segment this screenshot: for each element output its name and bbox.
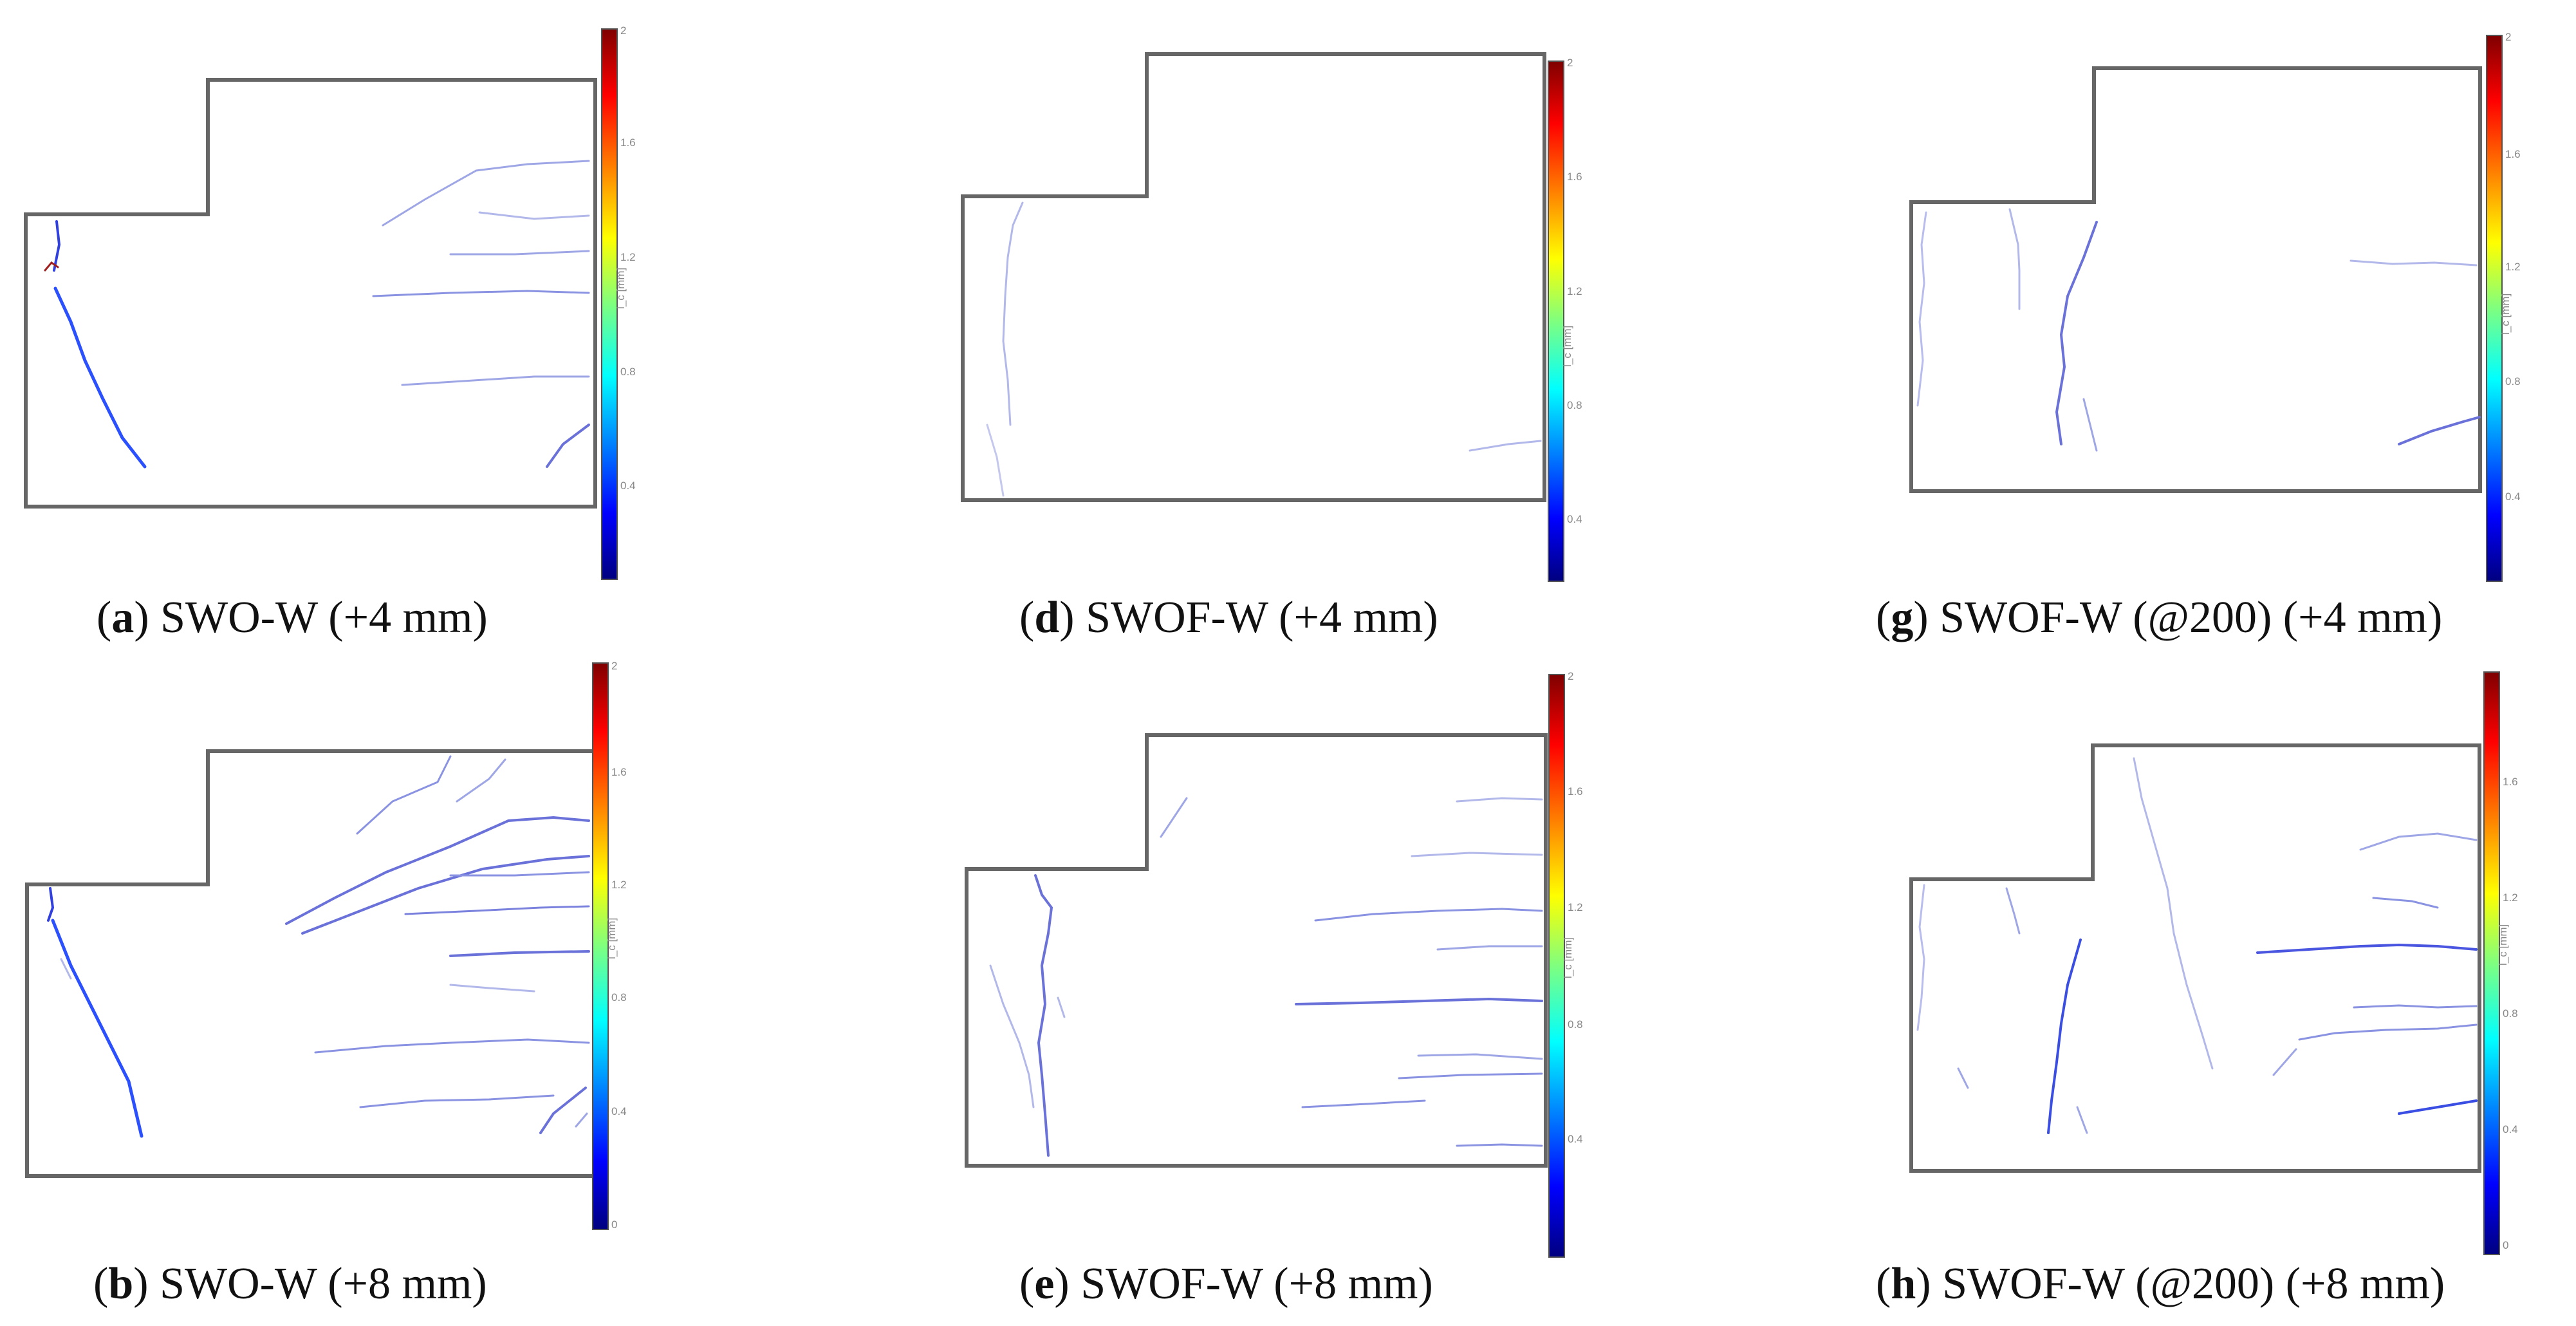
svg-text:1.2: 1.2	[1568, 901, 1583, 913]
panel-a: 2 1.6 1.2 0.8 0.4 l_c [mm] (a) SWO-W (+4…	[0, 0, 858, 663]
svg-text:l_c [mm]: l_c [mm]	[1562, 937, 1574, 978]
caption-d: (d) SWOF-W (+4 mm)	[1019, 593, 1438, 642]
svg-text:2: 2	[1567, 57, 1573, 69]
panel-d-drawing: 2 1.6 1.2 0.8 0.4 l_c [mm]	[961, 52, 1582, 582]
svg-text:1.6: 1.6	[2503, 776, 2518, 788]
svg-text:l_c [mm]: l_c [mm]	[1561, 326, 1573, 367]
svg-text:0: 0	[611, 1219, 617, 1231]
svg-text:1.6: 1.6	[1567, 171, 1582, 183]
svg-text:2: 2	[611, 660, 617, 672]
crack-pattern	[1916, 757, 2478, 1134]
wall-outline	[961, 52, 1546, 502]
svg-text:1.6: 1.6	[1568, 785, 1583, 798]
wall-outline	[965, 733, 1548, 1168]
colorbar-ticks: 2 1.6 1.2 0.8 0.4 l_c [mm]	[2499, 31, 2521, 503]
svg-text:2: 2	[620, 24, 626, 37]
caption-e: (e) SWOF-W (+8 mm)	[1019, 1259, 1433, 1309]
panel-e: 2 1.6 1.2 0.8 0.4 l_c [mm] (e) SWOF-W (+…	[858, 663, 1717, 1326]
svg-text:0.4: 0.4	[2505, 490, 2521, 503]
colorbar	[592, 662, 609, 1230]
wall-outline	[1909, 66, 2482, 493]
caption-b: (b) SWO-W (+8 mm)	[93, 1259, 487, 1309]
svg-text:0.4: 0.4	[1568, 1133, 1583, 1145]
colorbar-ticks: 1.6 1.2 0.8 0.4 0 l_c [mm]	[2497, 776, 2518, 1251]
colorbar	[601, 28, 618, 580]
svg-text:l_c [mm]: l_c [mm]	[2499, 294, 2512, 335]
panel-g-drawing: 2 1.6 1.2 0.8 0.4 l_c [mm]	[1909, 31, 2521, 582]
caption-h: (h) SWOF-W (@200) (+8 mm)	[1876, 1259, 2445, 1309]
crack-pattern	[986, 201, 1542, 497]
svg-text:1.2: 1.2	[1567, 285, 1582, 297]
caption-a: (a) SWO-W (+4 mm)	[97, 593, 488, 642]
svg-text:1.6: 1.6	[611, 766, 627, 778]
svg-text:0.4: 0.4	[1567, 513, 1582, 525]
svg-text:0.8: 0.8	[1567, 399, 1582, 411]
panel-e-drawing: 2 1.6 1.2 0.8 0.4 l_c [mm]	[965, 670, 1583, 1258]
svg-text:0.8: 0.8	[611, 991, 627, 1004]
crack-pattern	[1916, 208, 2481, 452]
wall-outline	[25, 749, 597, 1178]
svg-text:0.8: 0.8	[2505, 375, 2521, 388]
colorbar	[1548, 61, 1564, 582]
svg-text:0.4: 0.4	[2503, 1123, 2518, 1135]
svg-text:0.8: 0.8	[1568, 1018, 1583, 1031]
wall-outline	[24, 78, 597, 509]
colorbar	[2483, 671, 2500, 1255]
crack-pattern	[44, 160, 590, 469]
svg-text:0.8: 0.8	[620, 366, 636, 378]
crack-pattern	[989, 797, 1543, 1157]
svg-text:1.2: 1.2	[2505, 261, 2521, 273]
colorbar	[1548, 674, 1565, 1258]
colorbar	[2486, 35, 2503, 582]
wall-outline	[1909, 743, 2481, 1173]
colorbar-ticks: 2 1.6 1.2 0.8 0.4 0 l_c [mm]	[606, 660, 627, 1231]
svg-text:2: 2	[2505, 31, 2511, 43]
svg-text:1.2: 1.2	[611, 879, 627, 891]
caption-g: (g) SWOF-W (@200) (+4 mm)	[1876, 593, 2443, 642]
colorbar-ticks: 2 1.6 1.2 0.8 0.4 l_c [mm]	[615, 24, 636, 492]
svg-text:l_c [mm]: l_c [mm]	[606, 918, 618, 959]
svg-text:1.2: 1.2	[620, 251, 636, 263]
panel-b-drawing: 2 1.6 1.2 0.8 0.4 0 l_c [mm]	[25, 660, 627, 1231]
svg-text:0: 0	[2503, 1239, 2508, 1251]
svg-text:0.4: 0.4	[611, 1105, 627, 1117]
svg-text:1.6: 1.6	[620, 136, 636, 149]
svg-text:1.6: 1.6	[2505, 148, 2521, 160]
svg-text:1.2: 1.2	[2503, 892, 2518, 904]
panel-h: 1.6 1.2 0.8 0.4 0 l_c [mm] (h) SWOF-W (@…	[1717, 663, 2576, 1326]
panel-b: 2 1.6 1.2 0.8 0.4 0 l_c [mm] (b) SWO-W (…	[0, 660, 858, 1326]
colorbar-ticks: 2 1.6 1.2 0.8 0.4 l_c [mm]	[1561, 57, 1582, 525]
svg-text:l_c [mm]: l_c [mm]	[2497, 924, 2509, 966]
svg-text:l_c [mm]: l_c [mm]	[615, 268, 627, 309]
colorbar-ticks: 2 1.6 1.2 0.8 0.4 l_c [mm]	[1562, 670, 1583, 1145]
svg-text:2: 2	[1568, 670, 1573, 682]
crack-pattern	[47, 755, 590, 1138]
svg-text:0.4: 0.4	[620, 480, 636, 492]
panel-g: 2 1.6 1.2 0.8 0.4 l_c [mm] (g) SWOF-W (@…	[1717, 0, 2576, 663]
panel-d: 2 1.6 1.2 0.8 0.4 l_c [mm] (d) SWOF-W (+…	[858, 0, 1717, 663]
panel-a-drawing: 2 1.6 1.2 0.8 0.4 l_c [mm]	[24, 24, 636, 580]
panel-h-drawing: 1.6 1.2 0.8 0.4 0 l_c [mm]	[1909, 671, 2518, 1255]
svg-text:0.8: 0.8	[2503, 1007, 2518, 1020]
